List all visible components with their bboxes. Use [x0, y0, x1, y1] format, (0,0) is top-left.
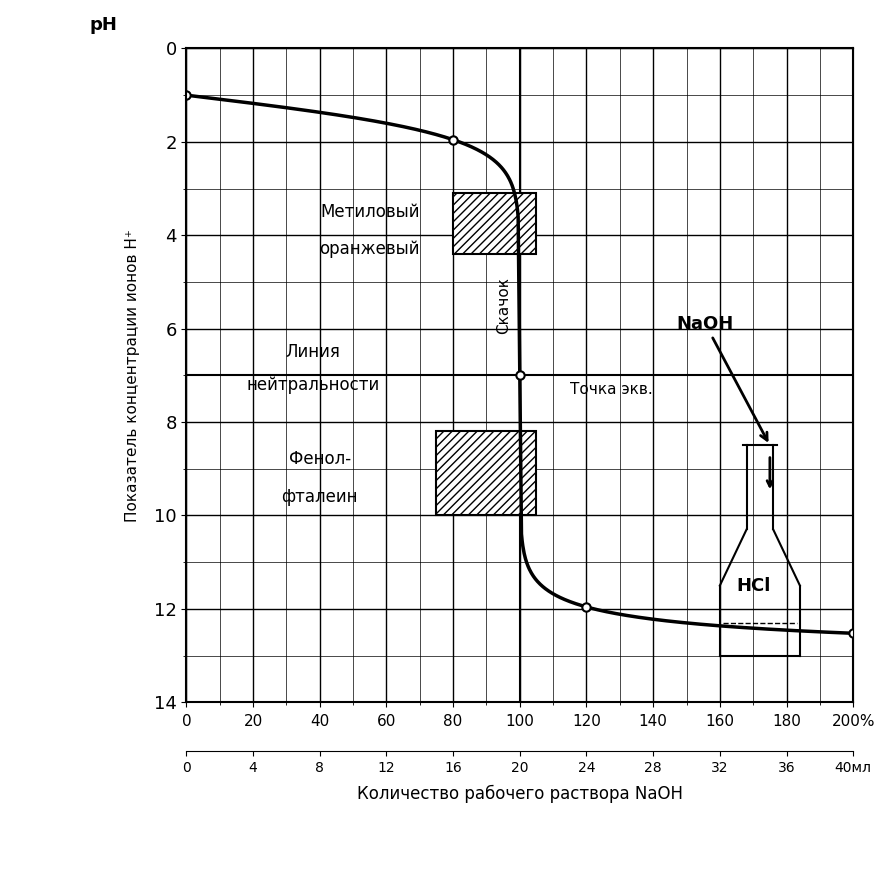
- Text: оранжевый: оранжевый: [320, 240, 420, 259]
- Y-axis label: Показатель концентрации ионов H⁺: Показатель концентрации ионов H⁺: [125, 229, 140, 522]
- X-axis label: Количество рабочего раствора NaOH: Количество рабочего раствора NaOH: [357, 785, 683, 803]
- Text: Скачок: Скачок: [496, 276, 511, 333]
- Text: Фенол-: Фенол-: [288, 451, 351, 469]
- Text: Линия: Линия: [286, 343, 341, 361]
- Text: Точка экв.: Точка экв.: [570, 382, 652, 396]
- Bar: [436, 431, 537, 516]
- Text: фталеин: фталеин: [281, 488, 358, 506]
- Bar: [453, 193, 537, 254]
- Text: pH: pH: [89, 16, 117, 34]
- Text: Метиловый: Метиловый: [320, 203, 419, 220]
- Text: нейтральности: нейтральности: [247, 376, 380, 394]
- Text: NaOH: NaOH: [676, 315, 767, 440]
- Text: HCl: HCl: [736, 577, 771, 595]
